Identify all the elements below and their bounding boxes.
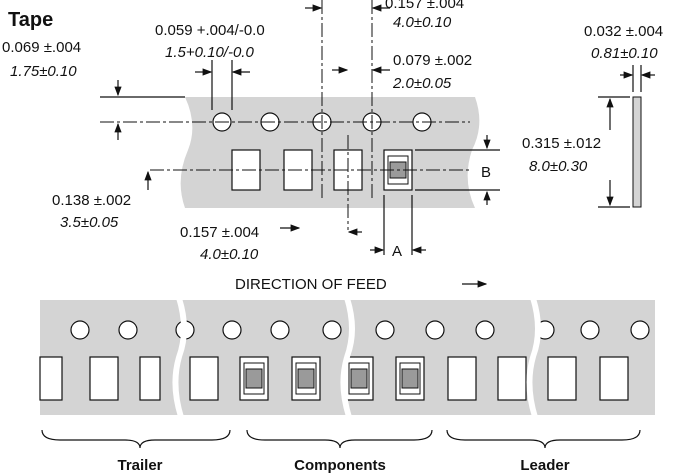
- sprocket-hole: [580, 320, 600, 340]
- component-body: [245, 368, 263, 389]
- component-body: [297, 368, 315, 389]
- sprocket-hole: [70, 320, 90, 340]
- dim-metric: 0.81±0.10: [591, 45, 658, 62]
- section-label: Components: [294, 457, 386, 474]
- dim-imperial: 0.079 ±.002: [393, 52, 472, 69]
- pocket: [39, 356, 63, 401]
- center-lines: [100, 0, 470, 230]
- dim-imperial: 0.138 ±.002: [52, 192, 131, 209]
- dim-metric: 8.0±0.30: [529, 158, 588, 175]
- dimension-lines: [100, 4, 655, 288]
- section-label: Leader: [520, 457, 569, 474]
- sprocket-hole: [375, 320, 395, 340]
- pocket: [547, 356, 577, 401]
- pocket: [599, 356, 629, 401]
- label-b: B: [481, 164, 491, 181]
- sprocket-hole: [270, 320, 290, 340]
- sprocket-hole: [425, 320, 445, 340]
- dim-imperial: 0.069 ±.004: [2, 39, 81, 56]
- pocket: [89, 356, 119, 401]
- feed-direction: DIRECTION OF FEED: [235, 276, 387, 293]
- dim-imperial: 0.157 ±.004: [180, 224, 259, 241]
- sprocket-hole: [475, 320, 495, 340]
- pocket: [497, 356, 527, 401]
- dim-imperial: 0.157 ±.004: [385, 0, 464, 12]
- dim-metric: 4.0±0.10: [393, 14, 452, 31]
- dim-metric: 1.5+0.10/-0.0: [165, 44, 254, 61]
- strip-features: [39, 320, 650, 401]
- label-a: A: [392, 243, 402, 260]
- sprocket-hole: [222, 320, 242, 340]
- dim-metric: 3.5±0.05: [60, 214, 119, 231]
- component-body: [350, 368, 368, 389]
- dim-metric: 1.75±0.10: [10, 63, 77, 80]
- pocket: [139, 356, 161, 401]
- breaks: [172, 298, 541, 417]
- dim-imperial: 0.059 +.004/-0.0: [155, 22, 265, 39]
- sprocket-hole: [630, 320, 650, 340]
- dim-metric: 2.0±0.05: [392, 75, 452, 92]
- sprocket-hole: [322, 320, 342, 340]
- sprocket-hole: [118, 320, 138, 340]
- pocket: [447, 356, 477, 401]
- section-label: Trailer: [117, 457, 162, 474]
- dim-metric: 4.0±0.10: [200, 246, 259, 263]
- component-body: [401, 368, 419, 389]
- dim-imperial: 0.315 ±.012: [522, 135, 601, 152]
- dim-imperial: 0.032 ±.004: [584, 23, 663, 40]
- braces: [41, 429, 641, 449]
- pocket: [189, 356, 219, 401]
- title: Tape: [8, 9, 53, 31]
